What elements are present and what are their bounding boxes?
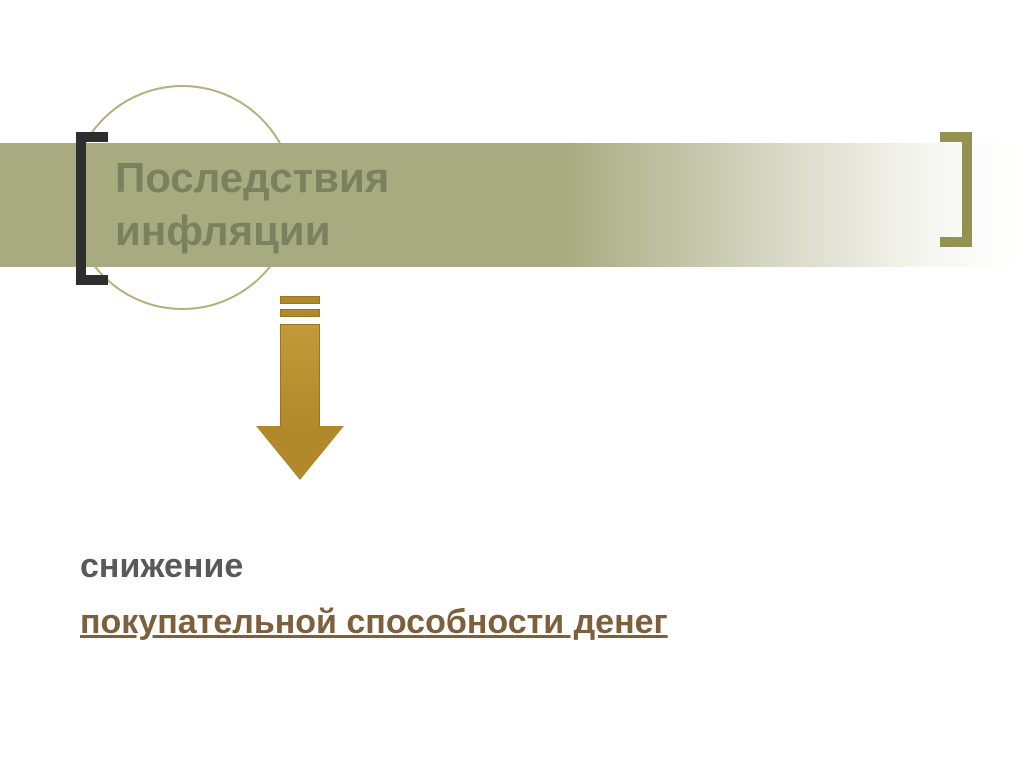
slide-title: Последствия инфляции	[115, 152, 389, 257]
body-link-text[interactable]: покупательной способности денег	[80, 603, 668, 642]
down-arrow-icon	[255, 296, 345, 481]
body-text-line-1: снижение	[80, 547, 243, 586]
title-line-1: Последствия	[115, 154, 389, 201]
left-bracket-decoration	[76, 132, 108, 285]
title-line-2: инфляции	[115, 207, 331, 254]
right-bracket-decoration	[940, 132, 972, 247]
